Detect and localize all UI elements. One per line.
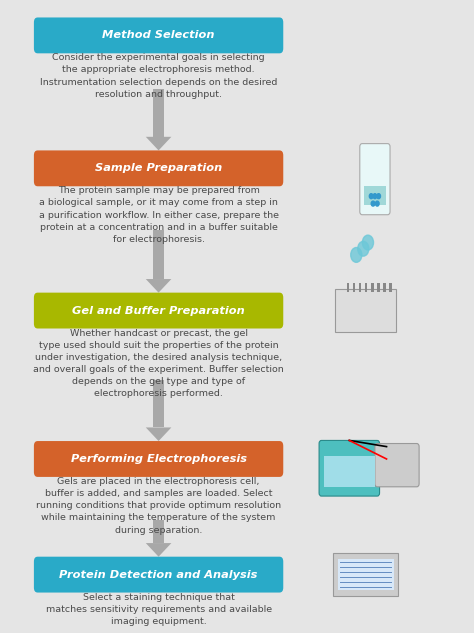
Polygon shape: [146, 543, 172, 556]
FancyBboxPatch shape: [319, 441, 380, 496]
FancyBboxPatch shape: [324, 456, 375, 487]
FancyBboxPatch shape: [364, 186, 386, 206]
Polygon shape: [146, 137, 172, 151]
FancyBboxPatch shape: [365, 283, 367, 292]
FancyBboxPatch shape: [383, 283, 386, 292]
FancyBboxPatch shape: [34, 441, 283, 477]
FancyBboxPatch shape: [353, 283, 356, 292]
Circle shape: [373, 194, 377, 199]
FancyBboxPatch shape: [34, 556, 283, 592]
Circle shape: [371, 201, 375, 206]
Text: Sample Preparation: Sample Preparation: [95, 163, 222, 173]
Text: Protein Detection and Analysis: Protein Detection and Analysis: [59, 570, 258, 580]
FancyBboxPatch shape: [153, 89, 164, 137]
Text: Select a staining technique that
matches sensitivity requirements and available
: Select a staining technique that matches…: [46, 592, 272, 626]
FancyBboxPatch shape: [360, 144, 390, 215]
FancyBboxPatch shape: [34, 292, 283, 329]
Text: Gels are placed in the electrophoresis cell,
buffer is added, and samples are lo: Gels are placed in the electrophoresis c…: [36, 477, 281, 534]
FancyBboxPatch shape: [336, 289, 396, 332]
Circle shape: [358, 241, 369, 256]
FancyBboxPatch shape: [153, 520, 164, 543]
FancyBboxPatch shape: [375, 444, 419, 487]
Text: Performing Electrophoresis: Performing Electrophoresis: [71, 454, 246, 464]
Text: Consider the experimental goals in selecting
the appropriate electrophoresis met: Consider the experimental goals in selec…: [40, 53, 277, 99]
FancyBboxPatch shape: [337, 559, 393, 590]
FancyBboxPatch shape: [153, 380, 164, 427]
FancyBboxPatch shape: [377, 283, 380, 292]
FancyBboxPatch shape: [34, 18, 283, 53]
FancyBboxPatch shape: [34, 151, 283, 186]
Circle shape: [351, 248, 362, 262]
Circle shape: [375, 201, 379, 206]
FancyBboxPatch shape: [153, 230, 164, 279]
Text: The protein sample may be prepared from
a biological sample, or it may come from: The protein sample may be prepared from …: [38, 186, 279, 244]
Circle shape: [377, 194, 381, 199]
Circle shape: [362, 235, 374, 250]
Text: Method Selection: Method Selection: [102, 30, 215, 41]
FancyBboxPatch shape: [371, 283, 374, 292]
Circle shape: [369, 194, 373, 199]
FancyBboxPatch shape: [346, 283, 349, 292]
Polygon shape: [146, 279, 172, 292]
Text: Gel and Buffer Preparation: Gel and Buffer Preparation: [72, 306, 245, 316]
FancyBboxPatch shape: [333, 553, 398, 596]
Text: Whether handcast or precast, the gel
type used should suit the properties of the: Whether handcast or precast, the gel typ…: [33, 329, 284, 398]
Polygon shape: [146, 427, 172, 441]
FancyBboxPatch shape: [389, 283, 392, 292]
FancyBboxPatch shape: [359, 283, 361, 292]
